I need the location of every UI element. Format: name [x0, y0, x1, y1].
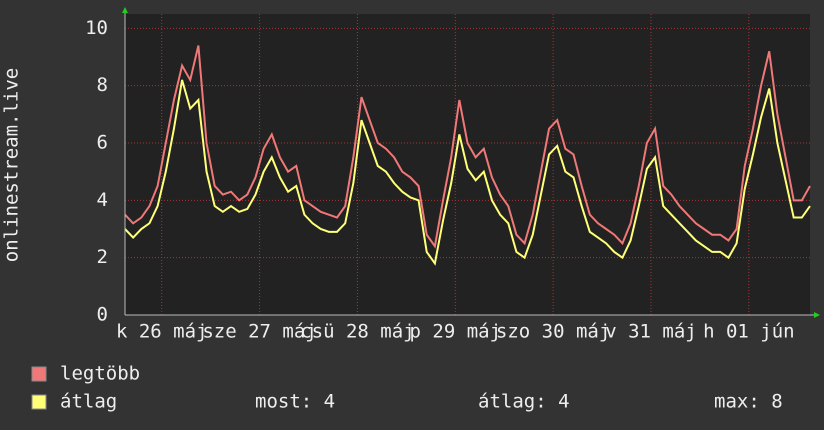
y-tick-label: 2 [97, 246, 108, 268]
y-tick-label: 6 [97, 132, 108, 154]
arrow [122, 7, 128, 13]
x-tick-label: h 01 jún [703, 321, 795, 343]
x-tick-label: sze 27 máj [202, 321, 316, 343]
legend-swatch [31, 394, 47, 410]
lines [124, 45, 811, 266]
x-tick-label: csü 28 máj [300, 321, 414, 343]
y-tick-label: 8 [97, 74, 108, 96]
legend-stat: most: 4 [255, 391, 335, 413]
y-axis-label: onlinestream.live [1, 68, 23, 262]
x-tick-label: szo 30 máj [496, 321, 610, 343]
y-tick-label: 0 [97, 304, 108, 326]
legend-label: legtöbb [60, 363, 140, 385]
series-line [124, 79, 811, 266]
series-line [124, 45, 811, 249]
arrow [814, 312, 820, 318]
y-tick-label: 10 [85, 17, 108, 39]
x-tick-label: p 29 máj [410, 321, 502, 343]
legend-label: átlag [60, 391, 117, 413]
legend: legtöbb átlag most: 4 átlag: 4 max: 8 [31, 363, 783, 413]
x-tick-label: k 26 máj [116, 321, 208, 343]
y-tick-label: 4 [97, 189, 108, 211]
legend-swatch [31, 366, 47, 382]
legend-stat: átlag: 4 [478, 391, 570, 413]
legend-stat: max: 8 [714, 391, 783, 413]
x-tick-label: v 31 máj [605, 321, 697, 343]
